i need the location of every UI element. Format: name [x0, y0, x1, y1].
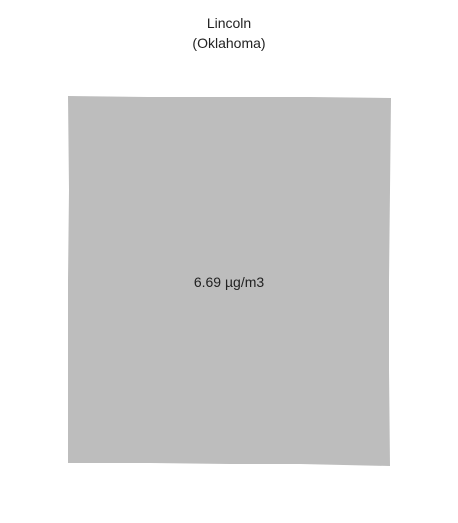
- county-value-label: 6.69 µg/m3: [194, 274, 265, 290]
- map-title: Lincoln (Oklahoma): [0, 13, 458, 53]
- county-name: Lincoln: [206, 15, 252, 31]
- state-name: (Oklahoma): [192, 35, 266, 51]
- county-shape[interactable]: [68, 96, 391, 466]
